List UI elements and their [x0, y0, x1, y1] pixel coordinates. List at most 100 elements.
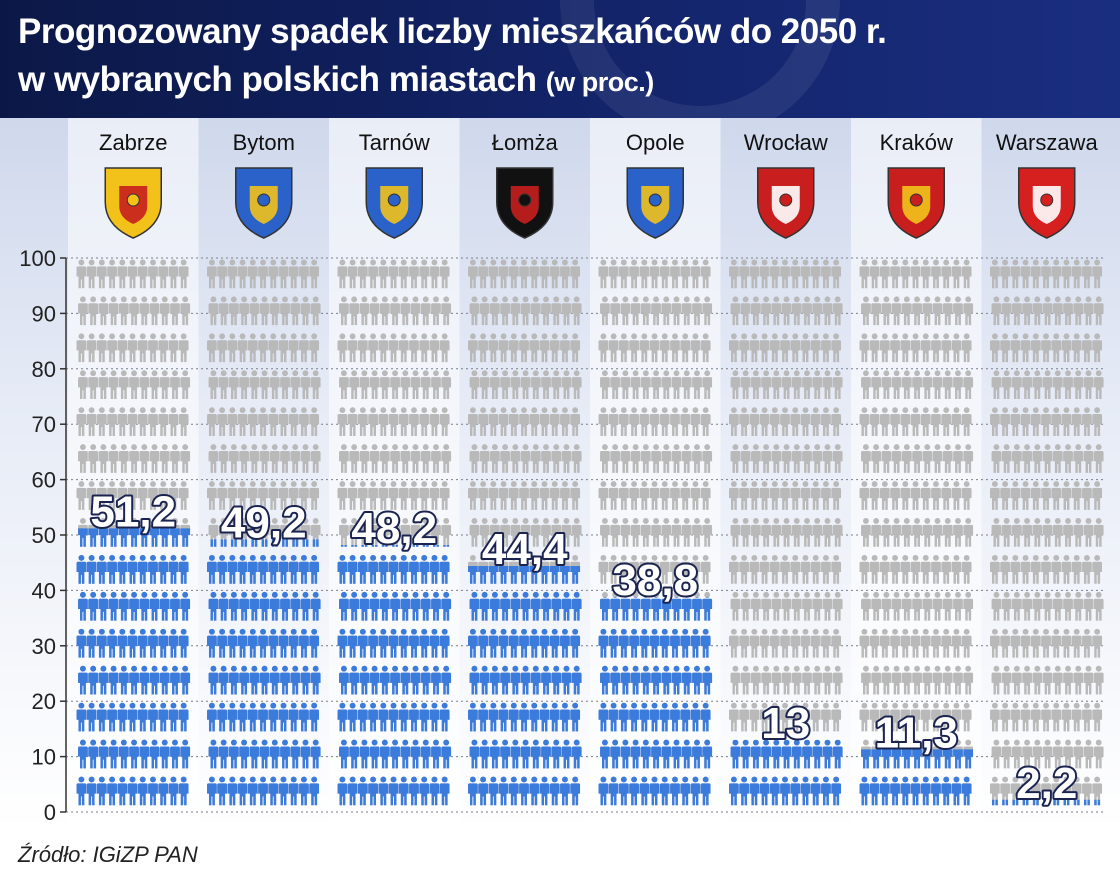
person-icon [649, 407, 660, 436]
person-icon [661, 296, 672, 326]
person-icon [247, 776, 258, 806]
person-icon [357, 333, 368, 363]
person-icon [681, 296, 692, 326]
person-icon [392, 544, 398, 547]
person-icon [651, 518, 661, 547]
person-icon [680, 776, 691, 806]
person-icon [561, 370, 572, 400]
person-icon [207, 628, 217, 658]
person-icon [769, 702, 780, 732]
person-icon [78, 528, 88, 547]
person-icon [88, 665, 99, 695]
person-icon [1073, 296, 1084, 326]
person-icon [288, 628, 299, 658]
person-icon [108, 370, 119, 400]
person-icon [1082, 407, 1092, 436]
person-icon [1063, 296, 1073, 326]
person-icon [337, 481, 348, 510]
person-icon [951, 702, 962, 732]
person-icon [1061, 776, 1072, 806]
person-icon [1083, 296, 1094, 326]
person-icon [791, 665, 802, 695]
person-icon [127, 554, 138, 584]
category-label: Łomża [492, 130, 559, 155]
person-icon [1000, 407, 1010, 436]
person-icon [901, 591, 912, 621]
person-icon [1012, 444, 1022, 473]
person-icon [508, 333, 519, 363]
person-icon [941, 776, 952, 806]
person-icon [469, 444, 480, 473]
person-icon [910, 776, 921, 806]
person-icon [409, 333, 419, 363]
person-icon [1092, 554, 1103, 584]
person-icon [932, 444, 943, 473]
person-icon [790, 628, 801, 658]
person-icon [410, 739, 421, 769]
category-label: Wrocław [744, 130, 828, 155]
person-icon [148, 628, 158, 658]
person-icon [620, 370, 631, 400]
person-icon [671, 296, 682, 326]
person-icon [1063, 799, 1070, 806]
person-icon [802, 591, 812, 621]
person-icon [963, 665, 974, 695]
person-icon [761, 518, 771, 547]
person-icon [278, 776, 289, 806]
person-icon [349, 591, 360, 621]
person-icon [1041, 481, 1051, 510]
person-icon [488, 481, 499, 510]
person-icon [861, 370, 871, 400]
person-icon [337, 702, 348, 732]
person-icon [149, 665, 160, 695]
person-icon [419, 259, 430, 289]
person-icon [991, 296, 1002, 326]
person-icon [598, 776, 609, 806]
person-icon [761, 739, 771, 769]
person-icon [86, 333, 97, 363]
person-icon [422, 544, 429, 547]
person-icon [217, 628, 227, 658]
person-icon [822, 370, 833, 400]
person-icon [349, 444, 360, 473]
person-icon [500, 739, 510, 769]
person-icon [1061, 702, 1072, 732]
person-icon [791, 296, 802, 326]
person-icon [791, 591, 802, 621]
person-icon [659, 628, 670, 658]
person-icon [891, 749, 902, 769]
person-icon [598, 628, 609, 658]
person-icon [268, 554, 279, 584]
person-icon [86, 776, 97, 806]
person-icon [680, 702, 691, 732]
person-icon [953, 518, 963, 547]
person-icon [859, 407, 870, 436]
person-icon [539, 259, 550, 289]
person-icon [500, 444, 510, 473]
person-icon [259, 370, 270, 400]
person-icon [769, 333, 780, 363]
person-icon [218, 591, 229, 621]
person-icon [640, 739, 651, 769]
person-icon [237, 628, 248, 658]
person-icon [180, 591, 191, 621]
person-icon [371, 544, 378, 547]
person-icon [600, 518, 610, 547]
person-icon [1000, 702, 1010, 732]
person-icon [659, 554, 670, 584]
filled-figures-7 [991, 799, 1101, 806]
person-icon [740, 444, 751, 473]
person-icon [810, 776, 821, 806]
person-icon [951, 407, 962, 436]
person-icon [249, 444, 260, 473]
person-icon [802, 370, 812, 400]
person-icon [178, 628, 189, 658]
person-icon [178, 776, 189, 806]
person-icon [910, 481, 921, 510]
person-icon [479, 518, 490, 547]
person-icon [139, 665, 150, 695]
person-icon [890, 259, 900, 289]
person-icon [781, 739, 792, 769]
person-icon [258, 554, 268, 584]
person-icon [1093, 591, 1104, 621]
